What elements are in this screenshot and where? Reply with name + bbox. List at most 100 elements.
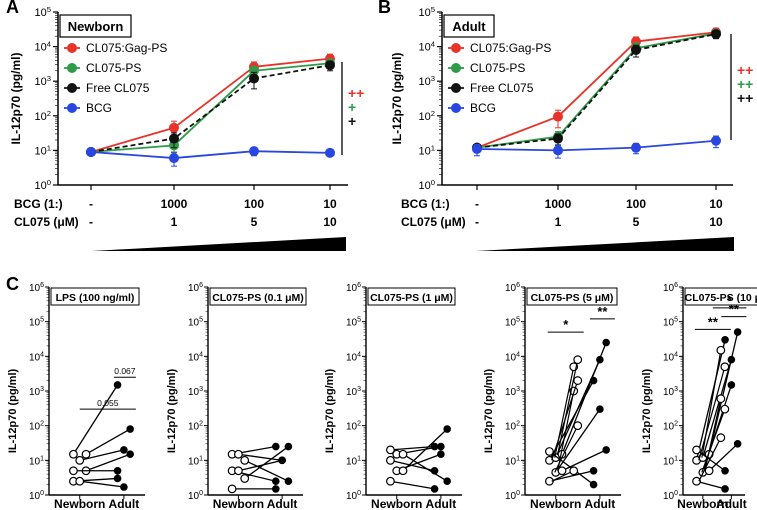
- y-tick-label: 104: [29, 351, 44, 363]
- pair-line: [79, 480, 124, 488]
- newborn-point: [704, 466, 714, 476]
- series-line: [90, 57, 331, 153]
- newborn-point: [720, 362, 730, 372]
- significance-label: 0.055: [97, 398, 119, 408]
- series-bcg: [86, 146, 335, 167]
- y-tick-label: 104: [34, 40, 51, 54]
- y-tick-label: 105: [418, 5, 435, 19]
- y-tick-label: 103: [29, 386, 44, 398]
- bcg-dose: 100: [626, 197, 646, 211]
- newborn-point: [573, 376, 583, 385]
- x-category-label: Adult: [716, 497, 747, 510]
- x-category-label: Adult: [585, 497, 616, 510]
- series-line: [476, 139, 717, 152]
- y-tick-label: 104: [505, 351, 520, 363]
- adult-point: [721, 485, 729, 493]
- panel-title: Adult: [452, 19, 486, 34]
- newborn-point: [573, 355, 583, 365]
- cl075-dose: 10: [323, 215, 337, 229]
- data-point: [711, 29, 721, 40]
- bcg-dose: 10: [323, 197, 337, 211]
- panel-title-box: [50, 287, 140, 306]
- adult-point: [589, 480, 598, 489]
- adult-point: [430, 485, 439, 493]
- y-tick-label: 102: [188, 421, 203, 433]
- pair-line: [561, 342, 607, 455]
- significance-label: *: [563, 317, 569, 332]
- y-tick-label: 100: [505, 490, 520, 502]
- newborn-point: [569, 466, 579, 476]
- adult-point: [430, 466, 439, 475]
- y-tick-label: 104: [663, 351, 678, 363]
- y-tick-label: 105: [34, 5, 51, 19]
- newborn-point: [227, 484, 237, 494]
- panel-title: CL075-PS (10 μM): [685, 292, 757, 304]
- y-tick-label: 101: [34, 143, 51, 157]
- data-point: [553, 145, 563, 156]
- y-tick-label: 102: [663, 421, 678, 433]
- pair-line: [238, 459, 283, 472]
- legend-marker: [67, 43, 77, 53]
- newborn-point: [545, 476, 554, 486]
- adult-point: [727, 381, 736, 389]
- newborn-point: [720, 404, 730, 414]
- significance-mark: +: [348, 113, 356, 129]
- newborn-point: [233, 449, 243, 459]
- cl075-dose: 1: [171, 215, 178, 229]
- cl075-dose: 10: [709, 215, 723, 229]
- y-tick-label: 102: [418, 109, 435, 123]
- adult-point: [272, 442, 280, 451]
- x-category-label: Newborn: [530, 497, 581, 510]
- legend-marker: [67, 103, 77, 113]
- y-axis-label: IL-12p70 (pg/ml): [390, 52, 404, 144]
- adult-point: [589, 466, 598, 475]
- x-category-label: Adult: [109, 497, 140, 510]
- pair-line: [698, 366, 726, 461]
- adult-point: [602, 338, 610, 347]
- x-category-label: Newborn: [54, 497, 105, 510]
- y-axis-label: IL-12p70 (pg/ml): [9, 52, 23, 144]
- newborn-point: [716, 394, 726, 404]
- adult-point: [113, 474, 122, 483]
- y-tick-label: 100: [346, 490, 361, 502]
- bcg-row-label: BCG (1:): [401, 197, 450, 211]
- newborn-point: [692, 476, 701, 486]
- panel-title-box: Adult: [443, 14, 495, 38]
- newborn-point: [545, 447, 554, 456]
- pair-line: [402, 428, 448, 472]
- series-line: [90, 150, 331, 159]
- significance-mark: +: [348, 99, 356, 115]
- y-tick-label: 103: [663, 386, 678, 398]
- bcg-dose: 10: [709, 197, 723, 211]
- cl075-dose: 1: [555, 215, 562, 229]
- pair-line: [702, 359, 732, 458]
- y-tick-label: 102: [346, 421, 361, 433]
- adult-point: [126, 450, 134, 459]
- adult-point: [113, 381, 122, 389]
- y-tick-label: 105: [663, 317, 678, 329]
- adult-point: [721, 466, 729, 475]
- x-category-label: Adult: [426, 497, 457, 510]
- adult-point: [721, 335, 729, 344]
- newborn-point: [716, 433, 726, 443]
- significance-label: **: [729, 302, 740, 317]
- y-tick-label: 101: [29, 455, 44, 467]
- panel-c1: Newborn Adult IL-12p70 (pg/ml) LPS (100 ng/…: [7, 286, 145, 510]
- series-bcg: [472, 135, 721, 159]
- legend: CL075:Gag-PS CL075-PS Free CL075 BCG: [64, 41, 167, 115]
- legend: CL075:Gag-PS CL075-PS Free CL075 BCG: [448, 41, 551, 115]
- newborn-point: [557, 466, 567, 476]
- legend-marker: [67, 83, 77, 93]
- y-axis-label: IL-12p70 (pg/ml): [483, 368, 495, 453]
- legend-label: CL075-PS: [86, 61, 141, 75]
- data-point: [553, 111, 563, 122]
- panel-title-box: Newborn: [59, 14, 132, 38]
- newborn-point: [398, 449, 408, 459]
- significance-mark: ++: [737, 62, 753, 78]
- legend-label: CL075:Gag-PS: [470, 41, 551, 55]
- panel-title: CL075-PS (0.1 μM): [212, 292, 304, 304]
- data-point: [631, 44, 641, 55]
- significance-mark: ++: [348, 85, 364, 101]
- pair-line: [696, 480, 726, 490]
